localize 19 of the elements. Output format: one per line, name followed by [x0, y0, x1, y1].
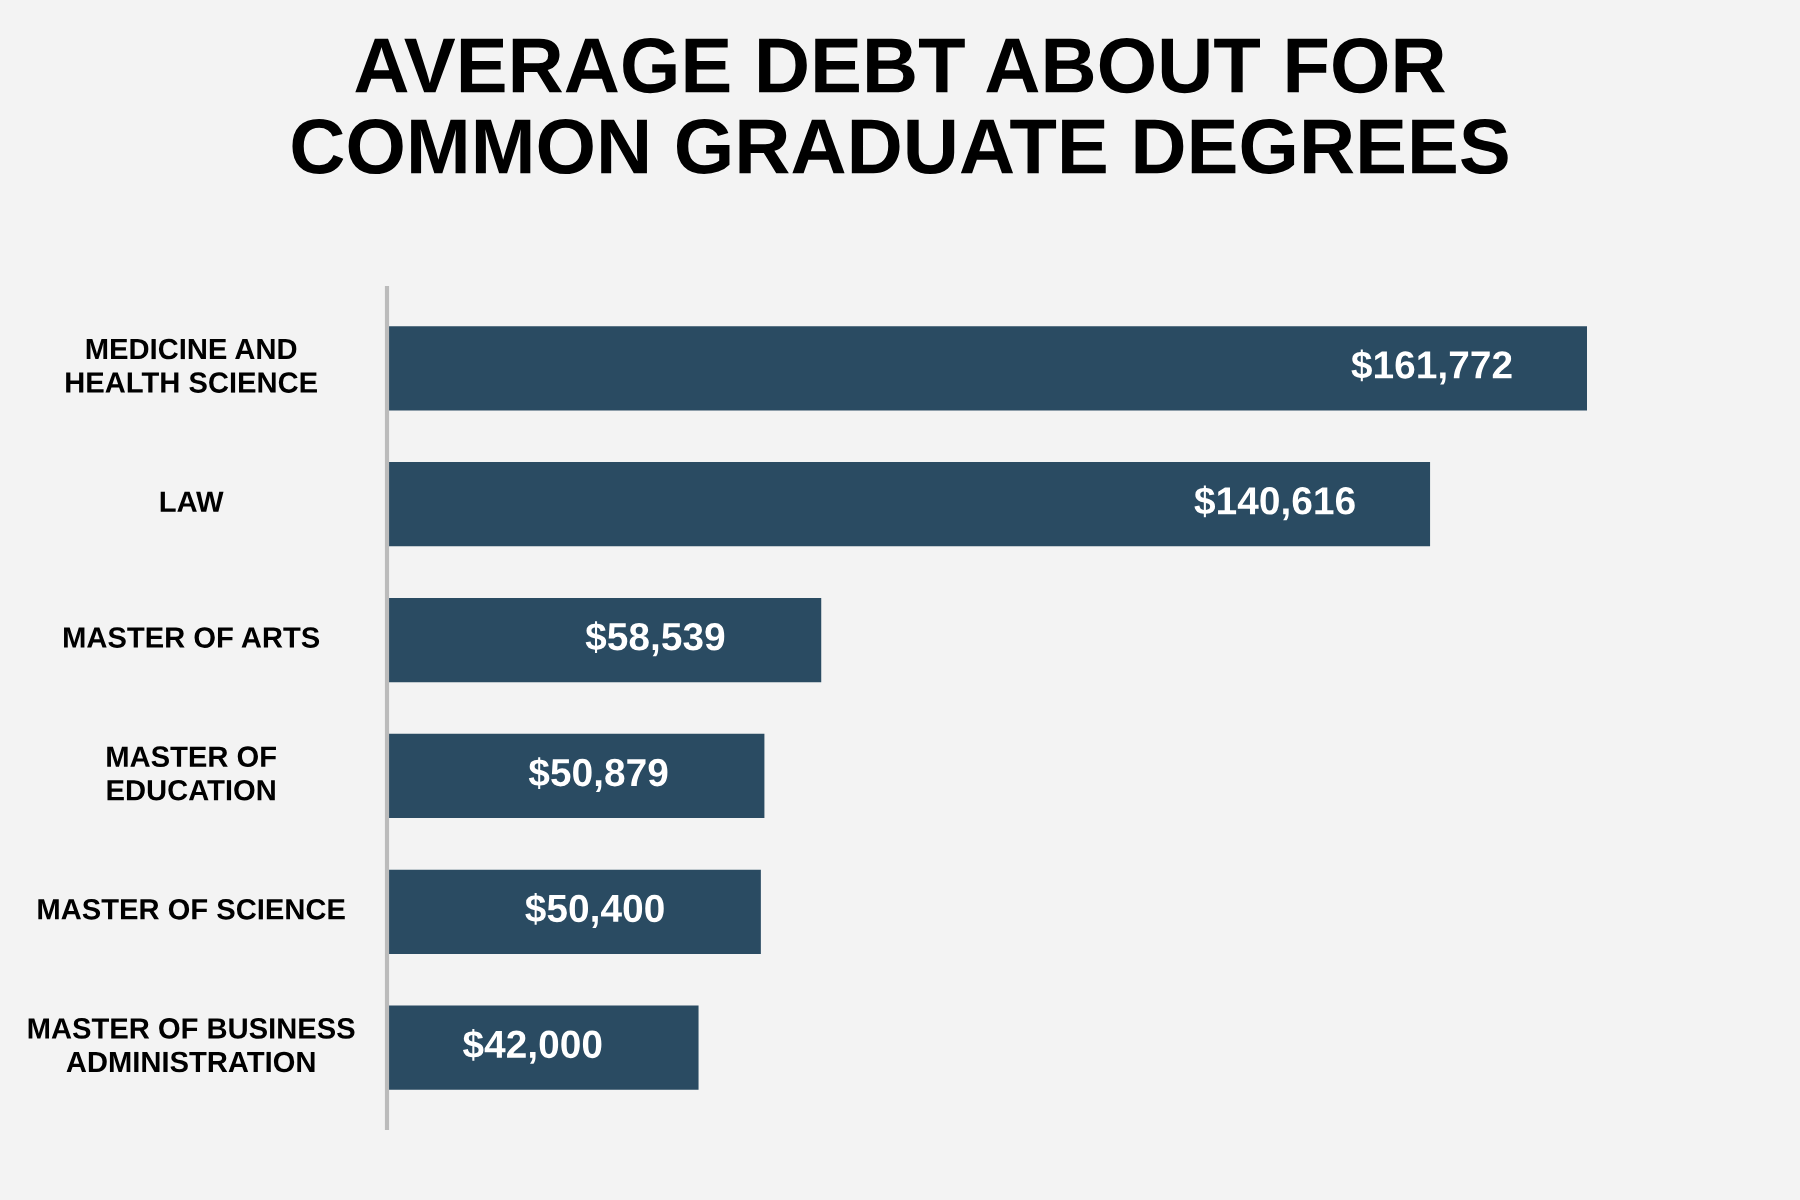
y-tick-label: LAW	[160, 491, 224, 512]
data-label: $161,772	[1351, 349, 1512, 385]
chart-title: AVERAGE DEBT ABOUT FOR COMMON GRADUATE DEGREES	[292, 38, 1508, 175]
y-tick-label: MEDICINE AND HEALTH SCIENCE	[66, 338, 317, 393]
y-tick-label: MASTER OF SCIENCE	[38, 898, 345, 920]
bar	[387, 597, 822, 683]
data-label: $50,400	[525, 893, 664, 928]
bar	[387, 326, 1587, 411]
data-label: $140,616	[1194, 485, 1355, 521]
bar	[387, 462, 1431, 547]
bar	[387, 733, 765, 819]
bar	[387, 869, 761, 954]
y-tick-label: MASTER OF EDUCATION	[107, 746, 276, 801]
data-label: $58,539	[585, 621, 725, 657]
data-label: $42,000	[462, 1028, 602, 1064]
data-label: $50,879	[528, 757, 668, 793]
y-tick-label: MASTER OF BUSINESS ADMINISTRATION	[28, 1018, 355, 1073]
bar	[387, 1005, 699, 1090]
y-tick-label: MASTER OF ARTS	[64, 627, 320, 648]
